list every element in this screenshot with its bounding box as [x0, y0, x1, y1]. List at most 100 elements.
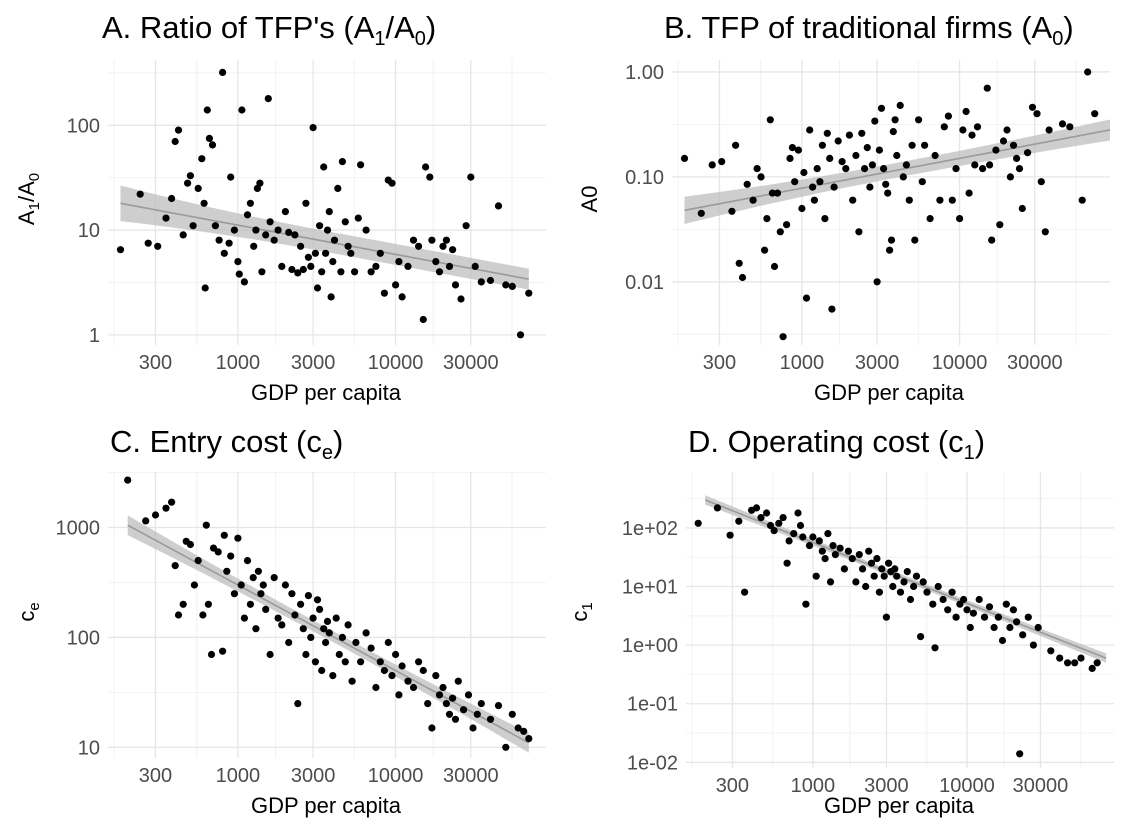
panel-b-data-point	[887, 236, 896, 244]
panel-a-data-point	[449, 246, 457, 254]
panel-a-data-point	[392, 281, 400, 289]
panel-d-data-point	[873, 555, 881, 563]
panel-d-data-point	[870, 572, 878, 580]
panel-a-data-point	[516, 331, 525, 339]
panel-b-data-point	[973, 123, 982, 131]
panel-c-data-point	[367, 644, 375, 652]
panel-a-data-point	[246, 199, 254, 207]
panel-d-data-point	[990, 623, 998, 632]
panel-c-data-point	[338, 633, 346, 642]
panel-b-data-point	[944, 112, 953, 120]
panel-d-data-point	[867, 559, 876, 567]
panel-c-data-point	[329, 672, 337, 680]
panel-a-data-point	[258, 268, 266, 276]
panel-d-data-point	[975, 595, 983, 604]
panel-b-data-point	[956, 215, 964, 223]
panel-d-data-point	[779, 514, 787, 522]
panel-b-data-point	[718, 158, 726, 166]
panel-b-data-point	[902, 161, 911, 169]
panel-d-xtick-label: 300	[716, 775, 749, 797]
panel-d-data-point	[821, 555, 829, 563]
panel-b-data-point	[889, 128, 897, 136]
panel-b-data-point	[794, 146, 803, 154]
panel-b-data-point	[868, 161, 877, 169]
panel-c-data-point	[190, 581, 198, 589]
panel-b-ytick-label: 0.10	[625, 167, 664, 189]
panel-a-data-point	[278, 262, 286, 270]
panel-d-data-point	[1029, 641, 1037, 649]
panel-b-data-point	[842, 165, 850, 173]
panel-b-data-point	[861, 165, 869, 173]
panel-d-data-point	[910, 582, 918, 591]
panel-c-data-point	[409, 683, 418, 692]
panel-b-data-point	[882, 180, 890, 188]
panel-a-data-point	[162, 214, 170, 222]
panel-a-data-point	[462, 222, 470, 230]
panel-b-data-point	[1018, 204, 1026, 213]
panel-a-data-point	[220, 249, 228, 257]
panel-d-data-point	[852, 578, 860, 586]
panel-c-data-point	[281, 581, 289, 589]
panel-a-data-point	[168, 194, 176, 203]
panel-a-data-point	[323, 226, 332, 234]
panel-a-data-point	[211, 222, 219, 230]
panel-a-data-point	[240, 278, 248, 286]
panel-b-data-point	[826, 154, 834, 162]
panel-a-data-point	[467, 173, 475, 181]
panel-a-data-point	[285, 228, 293, 236]
panel-a-plot: 300 1000 3000 10000 30000 1 10 100	[67, 60, 546, 374]
panel-a-data-point	[344, 242, 352, 250]
panel-d-data-point	[796, 521, 805, 530]
panel-a-data-point	[428, 236, 436, 244]
panel-b-data-point	[891, 116, 899, 124]
panel-a-data-point	[395, 258, 403, 266]
panel-b-ytick-label: 1.00	[625, 62, 664, 84]
panel-d-data-point	[994, 613, 1003, 621]
panel-c-data-point	[520, 727, 528, 735]
panel-c-data-point	[525, 735, 533, 743]
panel-c-data-point	[398, 662, 406, 670]
panel-a-data-point	[451, 281, 460, 289]
panel-c-data-point	[445, 710, 454, 718]
panel-a-data-point	[426, 173, 434, 181]
panel-d-plot: 300 1000 3000 10000 30000 1e-02 1e-01 1e+00 1e+0…	[622, 472, 1114, 797]
panel-a-data-point	[439, 242, 447, 250]
panel-b-xtick-label: 30000	[1007, 352, 1063, 374]
panel-d-data-point	[826, 578, 835, 586]
panel-b-data-point	[749, 196, 757, 204]
panel-b-data-point	[806, 126, 814, 134]
panel-d-data-point	[1016, 750, 1024, 758]
panel-d-data-point	[934, 582, 942, 591]
panel-b-data-point	[855, 228, 863, 236]
panel-d-data-point	[783, 559, 791, 567]
panel-b-data-point	[896, 101, 904, 109]
panel-b-title: B. TFP of traditional firms (A0)	[664, 10, 1074, 50]
panel-d-xlabel: GDP per capita	[824, 793, 975, 818]
panel-b-data-point	[810, 196, 819, 204]
panel-a-data-point	[525, 289, 533, 297]
panel-b-data-point	[948, 196, 956, 204]
panel-c-data-point	[460, 706, 468, 714]
panel-a-data-point	[341, 218, 349, 226]
panel-c-data-point	[219, 647, 227, 655]
panel-d-data-point	[844, 547, 853, 555]
panel-b-data-point	[773, 189, 782, 197]
panel-d-ytick-label: 1e-02	[627, 752, 678, 774]
panel-d-data-point	[741, 588, 749, 596]
panel-a-data-point	[304, 253, 312, 261]
panel-c-data-point	[162, 504, 170, 512]
panel-a-data-point	[136, 190, 144, 198]
panel-b-data-point	[886, 246, 894, 254]
panel-d-xtick-label: 10000	[939, 775, 995, 797]
panel-b-confidence-band	[684, 119, 1110, 224]
panel-a-xtick-label: 3000	[291, 352, 336, 374]
panel-a-xlabel: GDP per capita	[251, 380, 402, 405]
panel-b-data-point	[830, 183, 838, 191]
panel-b-data-point	[921, 141, 929, 149]
panel-a-data-point	[116, 246, 125, 254]
panel-d-data-point	[757, 514, 765, 522]
panel-b-xtick-label: 300	[703, 352, 736, 374]
panel-b-data-point	[757, 173, 765, 181]
panel-d-data-point	[939, 595, 947, 604]
panel-a-ytick-label: 1	[89, 325, 100, 347]
